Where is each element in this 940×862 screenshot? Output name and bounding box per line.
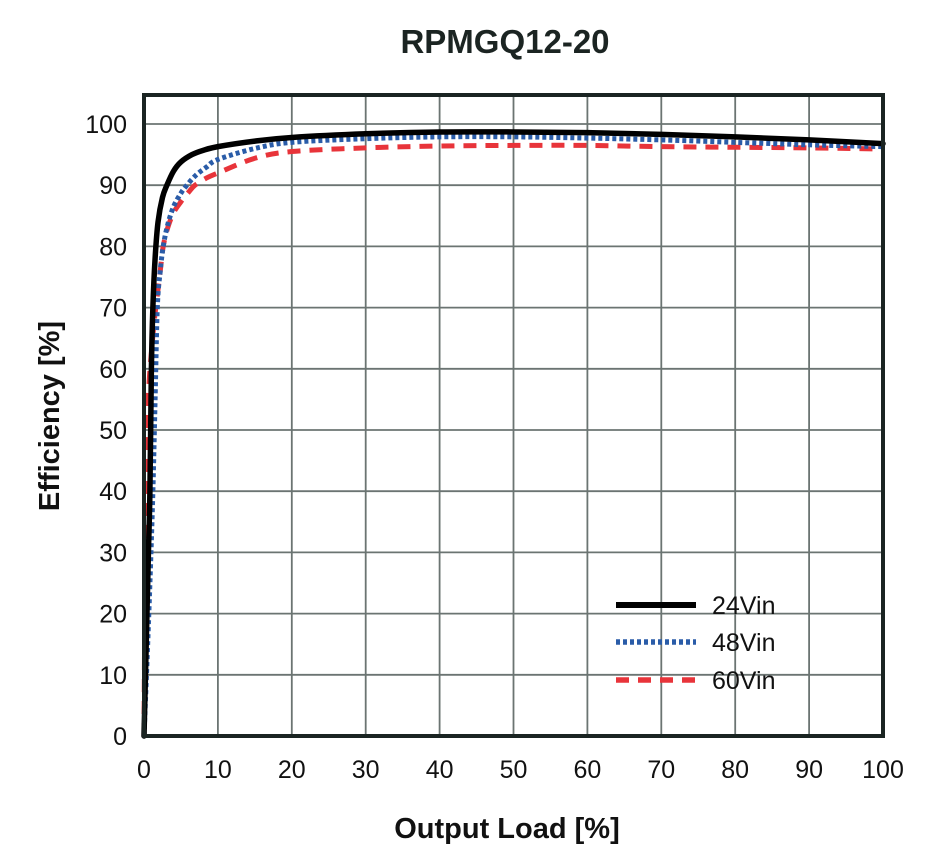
x-tick-label: 80 [721, 756, 749, 784]
legend: 24Vin 48Vin 60Vin [616, 592, 776, 695]
legend-item-24vin: 24Vin [616, 592, 776, 620]
x-tick-labels: 0 10 20 30 40 50 60 70 80 90 100 [137, 756, 904, 784]
y-tick-label: 70 [99, 295, 127, 323]
legend-item-48vin: 48Vin [616, 629, 776, 657]
y-tick-label: 10 [99, 662, 127, 690]
x-axis-label: Output Load [%] [394, 813, 620, 845]
y-tick-label: 40 [99, 478, 127, 506]
x-tick-label: 60 [573, 756, 601, 784]
y-tick-label: 80 [99, 233, 127, 261]
chart-title: RPMGQ12-20 [400, 23, 609, 60]
legend-item-60vin: 60Vin [616, 667, 776, 695]
y-tick-label: 50 [99, 417, 127, 445]
legend-label: 24Vin [712, 592, 776, 620]
y-tick-labels: 0 10 20 30 40 50 60 70 80 90 100 [85, 111, 127, 751]
y-tick-label: 30 [99, 539, 127, 567]
grid-lines [144, 95, 883, 736]
x-tick-label: 100 [862, 756, 904, 784]
x-tick-label: 30 [352, 756, 380, 784]
y-tick-label: 100 [85, 111, 127, 139]
x-tick-label: 10 [204, 756, 232, 784]
legend-label: 48Vin [712, 629, 776, 657]
x-tick-label: 70 [647, 756, 675, 784]
series-line-24vin [141, 129, 886, 739]
x-tick-label: 0 [137, 756, 151, 784]
y-tick-label: 60 [99, 356, 127, 384]
series-line-60vin [141, 142, 884, 737]
x-tick-label: 20 [278, 756, 306, 784]
series-line-48vin [141, 134, 884, 737]
y-axis-label: Efficiency [%] [34, 321, 66, 511]
y-tick-label: 0 [113, 723, 127, 751]
plot-frame [142, 93, 885, 738]
x-tick-label: 90 [795, 756, 823, 784]
x-tick-label: 40 [426, 756, 454, 784]
legend-label: 60Vin [712, 667, 776, 695]
y-tick-label: 20 [99, 601, 127, 629]
series-group [141, 129, 886, 739]
x-tick-label: 50 [500, 756, 528, 784]
y-tick-label: 90 [99, 172, 127, 200]
